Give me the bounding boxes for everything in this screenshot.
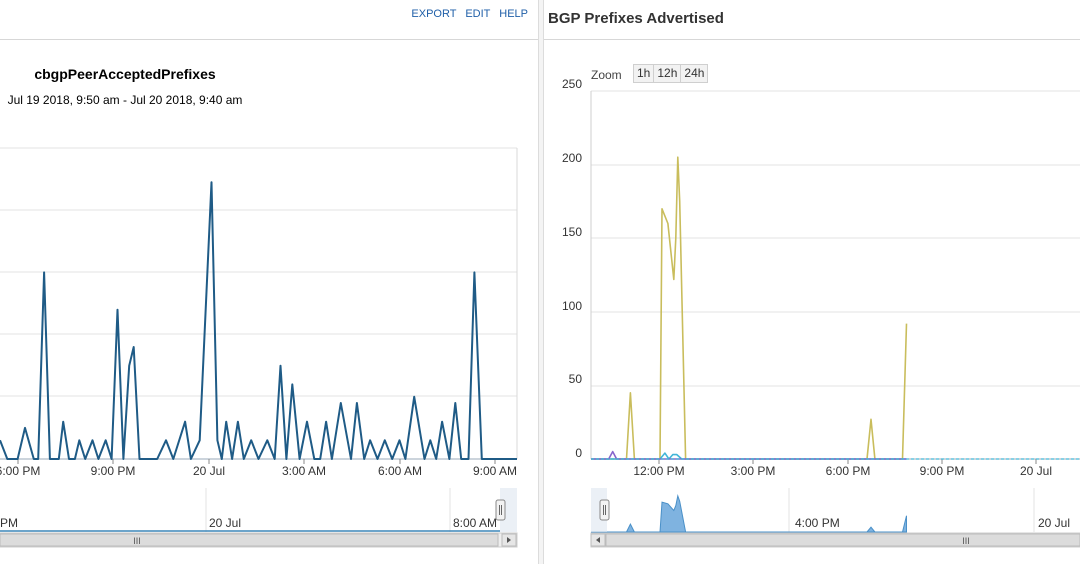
x-tick-label: 9:00 PM xyxy=(91,464,136,478)
y-tick-label: 50 xyxy=(569,372,583,386)
zoom-24h-button[interactable]: 24h xyxy=(680,64,709,83)
x-tick-label: 6:00 PM xyxy=(826,464,871,478)
panel-title: BGP Prefixes Advertised xyxy=(548,10,724,27)
scrollbar-grip: III xyxy=(133,536,141,546)
right-chart-svg: 250 200 150 100 50 0 12:00 PM 3:00 PM 6:… xyxy=(562,77,1080,548)
right-series-yellow-line xyxy=(591,156,908,460)
navigator-label: 20 Jul xyxy=(1038,516,1070,530)
y-tick-label: 100 xyxy=(562,299,582,313)
edit-link[interactable]: EDIT xyxy=(465,8,491,20)
right-navigator: 4:00 PM 20 Jul xyxy=(591,488,1070,533)
left-scrollbar[interactable]: III xyxy=(0,532,518,548)
zoom-buttons: 1h 12h 24h xyxy=(633,64,709,83)
left-x-ticks: 6:00 PM 9:00 PM 20 Jul 3:00 AM 6:00 AM 9… xyxy=(0,459,517,478)
left-navigator: PM 20 Jul 8:00 AM xyxy=(0,488,517,532)
left-chart-svg: 6:00 PM 9:00 PM 20 Jul 3:00 AM 6:00 AM 9… xyxy=(0,147,518,548)
help-link[interactable]: HELP xyxy=(499,8,528,20)
panel-links: EXPORT EDIT HELP xyxy=(405,8,528,20)
navigator-mask xyxy=(591,488,607,532)
y-tick-label: 0 xyxy=(575,446,582,460)
navigator-label: 8:00 AM xyxy=(453,516,497,530)
navigator-label: 4:00 PM xyxy=(795,516,840,530)
scrollbar-thumb xyxy=(0,533,499,547)
navigator-area xyxy=(0,488,517,532)
x-tick-label: 3:00 AM xyxy=(282,464,326,478)
zoom-12h-button[interactable]: 12h xyxy=(653,64,682,83)
x-tick-label: 3:00 PM xyxy=(731,464,776,478)
left-panel: EXPORT EDIT HELP cbgpPeerAcceptedPrefixe… xyxy=(0,0,538,564)
right-x-ticks: 12:00 PM 3:00 PM 6:00 PM 9:00 PM 20 Jul xyxy=(633,459,1052,478)
right-toolbar: BGP Prefixes Advertised xyxy=(544,0,1080,40)
chart-subtitle: Jul 19 2018, 9:50 am - Jul 20 2018, 9:40… xyxy=(7,93,243,107)
zoom-label: Zoom xyxy=(591,68,622,82)
panel-divider[interactable] xyxy=(538,0,544,564)
navigator-label: PM xyxy=(0,516,18,530)
left-series-line xyxy=(0,181,517,460)
x-tick-label: 6:00 AM xyxy=(378,464,422,478)
y-tick-label: 200 xyxy=(562,151,582,165)
x-tick-label: 12:00 PM xyxy=(633,464,684,478)
x-tick-label: 6:00 PM xyxy=(0,464,40,478)
y-tick-label: 250 xyxy=(562,77,582,91)
x-tick-label: 9:00 AM xyxy=(473,464,517,478)
x-tick-label: 20 Jul xyxy=(1020,464,1052,478)
scrollbar-grip: III xyxy=(962,536,970,546)
right-series-cyan-line xyxy=(591,452,907,460)
navigator-handle[interactable] xyxy=(495,499,506,521)
right-panel: BGP Prefixes Advertised Zoom 1h 12h 24h … xyxy=(544,0,1080,564)
navigator-handle[interactable] xyxy=(599,499,610,521)
right-series-purple-line xyxy=(591,450,907,460)
navigator-label: 20 Jul xyxy=(209,516,241,530)
x-tick-label: 20 Jul xyxy=(193,464,225,478)
export-link[interactable]: EXPORT xyxy=(411,8,457,20)
scrollbar-thumb xyxy=(605,533,1080,547)
right-gridlines xyxy=(590,90,1080,460)
right-scrollbar[interactable]: III xyxy=(590,532,1080,548)
chart-title: cbgpPeerAcceptedPrefixes xyxy=(34,66,216,82)
zoom-1h-button[interactable]: 1h xyxy=(633,64,655,83)
arrow-right-icon xyxy=(507,537,511,543)
navigator-area-series xyxy=(591,494,907,533)
left-gridlines xyxy=(0,147,518,460)
y-tick-label: 150 xyxy=(562,225,582,239)
x-tick-label: 9:00 PM xyxy=(920,464,965,478)
navigator-mask xyxy=(500,488,517,532)
left-toolbar: EXPORT EDIT HELP xyxy=(0,0,538,40)
right-y-ticks: 250 200 150 100 50 0 xyxy=(562,77,582,460)
arrow-left-icon xyxy=(596,537,600,543)
